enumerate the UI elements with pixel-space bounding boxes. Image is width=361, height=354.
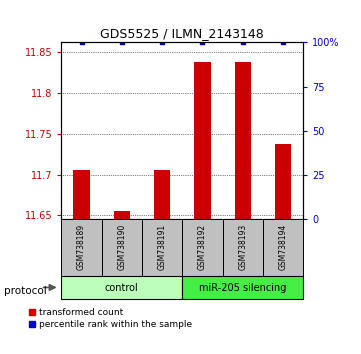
Bar <box>223 219 263 276</box>
Text: GSM738191: GSM738191 <box>158 224 167 270</box>
Point <box>79 40 84 45</box>
Bar <box>263 219 303 276</box>
Bar <box>61 276 182 299</box>
Bar <box>61 219 102 276</box>
Bar <box>195 62 210 219</box>
Point <box>240 40 245 45</box>
Point <box>159 40 165 45</box>
Bar <box>142 219 182 276</box>
Point <box>119 40 125 45</box>
Title: GDS5525 / ILMN_2143148: GDS5525 / ILMN_2143148 <box>100 27 264 40</box>
Legend: transformed count, percentile rank within the sample: transformed count, percentile rank withi… <box>29 308 192 329</box>
Bar <box>74 170 90 219</box>
Text: GSM738189: GSM738189 <box>77 224 86 270</box>
Bar <box>182 276 303 299</box>
Text: GSM738192: GSM738192 <box>198 224 207 270</box>
Text: GSM738194: GSM738194 <box>279 224 288 270</box>
Bar <box>102 219 142 276</box>
Bar <box>182 219 223 276</box>
Text: GSM738190: GSM738190 <box>117 224 126 270</box>
Bar <box>154 170 170 219</box>
Point <box>280 40 286 45</box>
Bar <box>114 211 130 219</box>
Point <box>200 40 205 45</box>
Bar <box>275 144 291 219</box>
Text: miR-205 silencing: miR-205 silencing <box>199 282 287 293</box>
Text: GSM738193: GSM738193 <box>238 224 247 270</box>
Bar <box>235 62 251 219</box>
Text: control: control <box>105 282 139 293</box>
Text: protocol: protocol <box>4 286 46 296</box>
